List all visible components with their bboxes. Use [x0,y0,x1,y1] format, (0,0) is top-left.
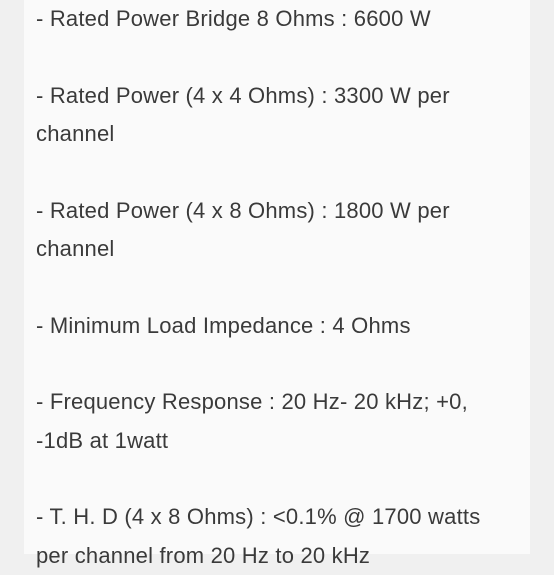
spec-item: - Rated Power Bridge 8 Ohms : 6600 W [36,0,518,39]
spec-item: - Minimum Load Impedance : 4 Ohms [36,307,518,346]
spec-item: - Rated Power (4 x 4 Ohms) : 3300 W per … [36,77,518,154]
spec-item: - Frequency Response : 20 Hz- 20 kHz; +0… [36,383,518,460]
spec-item: - T. H. D (4 x 8 Ohms) : <0.1% @ 1700 wa… [36,498,518,575]
spec-item: - Rated Power (4 x 8 Ohms) : 1800 W per … [36,192,518,269]
spec-container: - Rated Power Bridge 8 Ohms : 6600 W - R… [24,0,530,554]
